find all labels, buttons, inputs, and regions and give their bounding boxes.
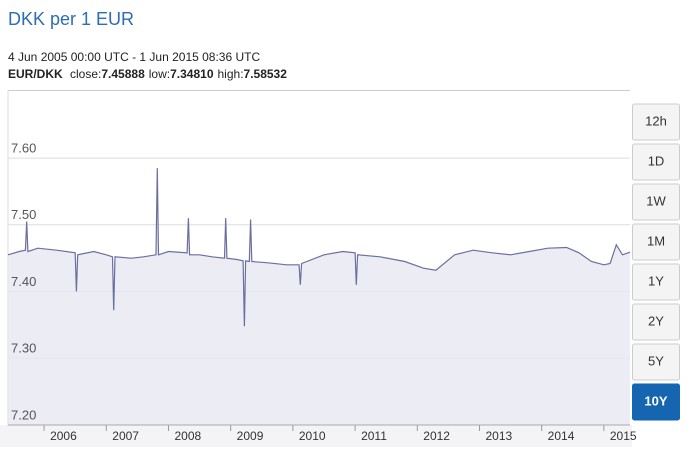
range-button[interactable] xyxy=(632,343,680,381)
pair: EUR/DKK xyxy=(8,67,63,81)
range-button-label[interactable]: 5Y xyxy=(648,353,664,368)
x-tick-label: 2011 xyxy=(361,429,387,443)
subtitle: 4 Jun 2005 00:00 UTC - 1 Jun 2015 08:36 … xyxy=(8,50,260,64)
x-axis-band xyxy=(0,425,632,447)
y-tick-label: 7.30 xyxy=(11,341,36,356)
x-tick-label: 2007 xyxy=(112,429,139,443)
x-tick-label: 2013 xyxy=(485,429,512,443)
x-tick-label: 2012 xyxy=(423,429,450,443)
range-button[interactable] xyxy=(632,263,680,301)
stat-value: 7.45888 xyxy=(101,67,145,81)
range-button-label[interactable]: 1M xyxy=(647,233,665,248)
stat-label: low: xyxy=(149,67,170,81)
x-tick-label: 2010 xyxy=(299,429,326,443)
chart-title: DKK per 1 EUR xyxy=(8,9,134,29)
range-button-label[interactable]: 1Y xyxy=(648,273,664,288)
range-button[interactable] xyxy=(632,303,680,341)
range-button-label[interactable]: 2Y xyxy=(648,313,664,328)
x-tick-label: 2009 xyxy=(237,429,264,443)
x-tick-label: 2006 xyxy=(50,429,77,443)
range-button-label[interactable]: 1W xyxy=(646,193,666,208)
x-tick-label: 2014 xyxy=(548,429,575,443)
x-tick-label: 2008 xyxy=(174,429,201,443)
y-tick-label: 7.40 xyxy=(11,274,36,289)
area xyxy=(8,168,630,425)
line xyxy=(7,168,631,327)
x-tick-label: 2015 xyxy=(610,429,637,443)
stat-value: 7.58532 xyxy=(244,67,288,81)
range-button-label[interactable]: 10Y xyxy=(644,393,667,408)
range-button[interactable] xyxy=(632,383,680,421)
stat-value: 7.34810 xyxy=(170,67,214,81)
range-button[interactable] xyxy=(632,103,680,141)
stat-label: high: xyxy=(218,67,244,81)
range-button[interactable] xyxy=(632,223,680,261)
range-button[interactable] xyxy=(632,183,680,221)
y-tick-label: 7.20 xyxy=(11,407,36,422)
y-tick-label: 7.60 xyxy=(11,141,36,156)
stats: EUR/DKK close:7.45888 low:7.34810 high:7.5… xyxy=(8,67,287,81)
range-button-label[interactable]: 12h xyxy=(645,113,667,128)
range-button-label[interactable]: 1D xyxy=(648,153,665,168)
stat-label: close: xyxy=(70,67,101,81)
range-button[interactable] xyxy=(632,143,680,181)
y-tick-label: 7.50 xyxy=(11,207,36,222)
